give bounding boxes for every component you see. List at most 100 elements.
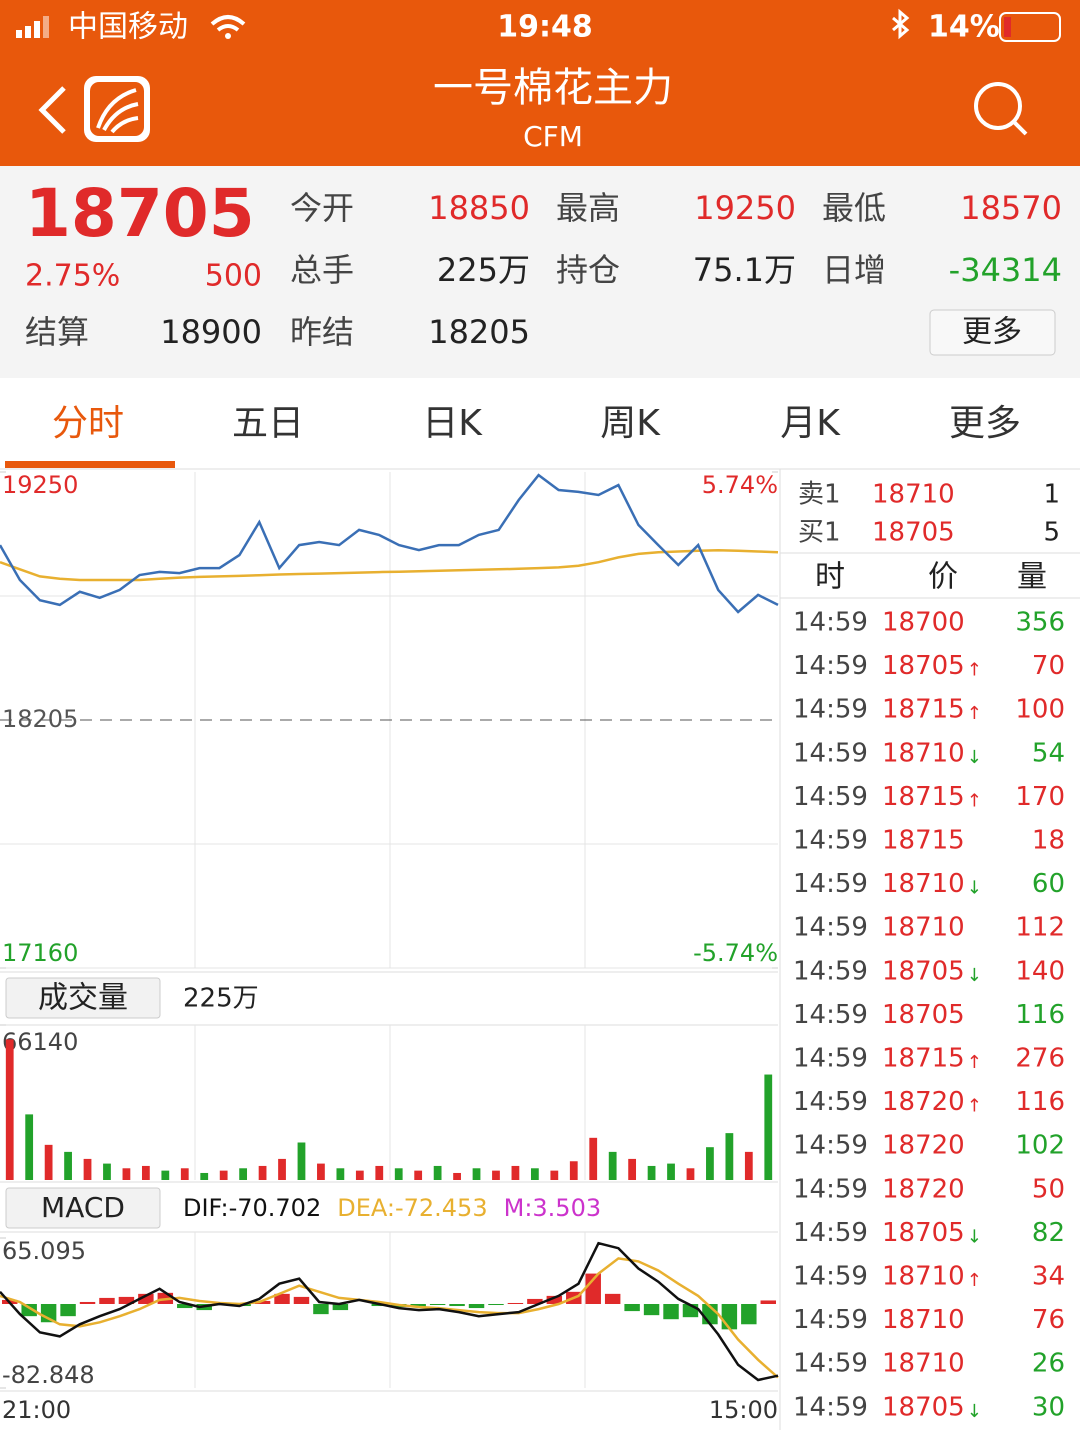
volume-bar [103, 1163, 111, 1180]
macd-bar [332, 1304, 349, 1311]
y-tick-label: 17160 [2, 939, 78, 967]
trade-price: 18715 [882, 695, 965, 725]
macd-bar [546, 1295, 563, 1304]
macd-bar [429, 1304, 446, 1306]
macd-bar [488, 1304, 504, 1306]
field-label: 持仓 [556, 251, 620, 289]
trade-volume: 112 [1015, 913, 1065, 943]
field-value: -34314 [949, 251, 1062, 289]
label-box [5, 977, 161, 1019]
macd-bar [741, 1304, 757, 1325]
more-label: 更多 [962, 315, 1022, 350]
y-tick-label: 65.095 [2, 1237, 86, 1265]
column-head: 价 [928, 560, 958, 595]
page-title: 一号棉花主力 [433, 65, 673, 111]
volume-bar [239, 1168, 248, 1180]
macd-bar [274, 1293, 290, 1305]
trade-time: 14:59 [793, 1218, 868, 1248]
trade-volume: 18 [1032, 826, 1065, 856]
volume-bar [258, 1165, 267, 1180]
trade-time: 14:59 [793, 782, 868, 812]
macd-bar [721, 1304, 738, 1330]
level-price: 18710 [872, 480, 955, 510]
battery-text: 14% [928, 10, 1000, 45]
more-button[interactable] [929, 309, 1056, 356]
back-button[interactable] [38, 86, 66, 134]
volume-bar [589, 1137, 598, 1180]
trade-time: 14:59 [793, 869, 868, 899]
carrier: 中国移动 [68, 10, 188, 45]
trade-arrow: ↑ [967, 790, 982, 811]
y2-tick-label: 5.74% [702, 471, 778, 499]
signal-icon [16, 16, 49, 38]
trade-time: 14:59 [793, 826, 868, 856]
level-side: 卖1 [798, 480, 841, 510]
macd-bar [254, 1300, 271, 1305]
trade-price: 18720 [882, 1174, 965, 1204]
level-price: 18705 [872, 518, 955, 548]
macd-bar [643, 1304, 660, 1316]
macd-bar [410, 1304, 426, 1308]
trade-time: 14:59 [793, 651, 868, 681]
trade-price: 18710 [882, 1349, 965, 1379]
volume-bar [394, 1168, 403, 1180]
y-tick-label: -82.848 [2, 1361, 95, 1389]
macd-bar [604, 1293, 621, 1305]
tab[interactable]: 五日 [232, 403, 304, 444]
macd-bar [313, 1304, 329, 1315]
price-line [0, 549, 779, 582]
volume-bar [83, 1158, 92, 1180]
field-value: 19250 [694, 189, 796, 227]
level-side: 买1 [798, 518, 841, 548]
volume-bar [336, 1168, 345, 1180]
tab[interactable]: 周K [600, 403, 661, 444]
trade-time: 14:59 [793, 913, 868, 943]
trade-time: 14:59 [793, 695, 868, 725]
volume-bar [530, 1168, 539, 1180]
field-value: 18900 [160, 313, 262, 351]
volume-bar [200, 1172, 209, 1180]
tab[interactable]: 更多 [949, 403, 1021, 444]
volume-bar [550, 1170, 559, 1180]
trade-time: 14:59 [793, 1044, 868, 1074]
trade-time: 14:59 [793, 1392, 868, 1422]
macd-bar [468, 1304, 485, 1309]
quote-panel [0, 166, 1080, 378]
wifi-dot [225, 33, 231, 39]
trade-arrow: ↓ [967, 965, 982, 986]
volume-bar [472, 1168, 481, 1180]
trade-volume: 54 [1032, 738, 1065, 768]
trade-price: 18715 [882, 782, 965, 812]
trade-volume: 276 [1015, 1044, 1065, 1074]
trade-time: 14:59 [793, 1305, 868, 1335]
tab[interactable]: 日K [422, 403, 483, 444]
trade-time: 14:59 [793, 608, 868, 638]
volume-bar [25, 1114, 34, 1180]
trade-price: 18715 [882, 1044, 965, 1074]
x-tick-label: 21:00 [2, 1396, 71, 1424]
volume-bar [569, 1161, 578, 1180]
volume-bar [492, 1170, 500, 1180]
volume-bar [686, 1168, 695, 1180]
tab[interactable]: 月K [780, 403, 841, 444]
volume-bar [355, 1170, 364, 1180]
x-tick-label: 15:00 [709, 1396, 778, 1424]
instrument-code: CFM [523, 120, 583, 153]
tab[interactable]: 分时 [52, 403, 124, 444]
search-button[interactable] [974, 82, 1022, 130]
trade-price: 18720 [882, 1131, 965, 1161]
field-value: 18205 [428, 313, 530, 351]
wifi-icon [210, 15, 246, 32]
macd-bar [99, 1297, 115, 1304]
trade-price: 18705 [882, 1000, 965, 1030]
trade-volume: 170 [1015, 782, 1065, 812]
quote-fields: 今开 18850 最高 19250 最低 18570 总手 225万 持仓 75.1万 日增 -343… [25, 189, 1062, 351]
volume-bar [433, 1165, 442, 1180]
app-logo-inner [90, 82, 144, 136]
macd-bar [177, 1304, 193, 1309]
trade-time: 14:59 [793, 1262, 868, 1292]
trade-volume: 100 [1015, 695, 1065, 725]
battery-icon [999, 12, 1061, 42]
trade-volume: 26 [1032, 1349, 1065, 1379]
change-percent: 2.75% [25, 259, 120, 294]
